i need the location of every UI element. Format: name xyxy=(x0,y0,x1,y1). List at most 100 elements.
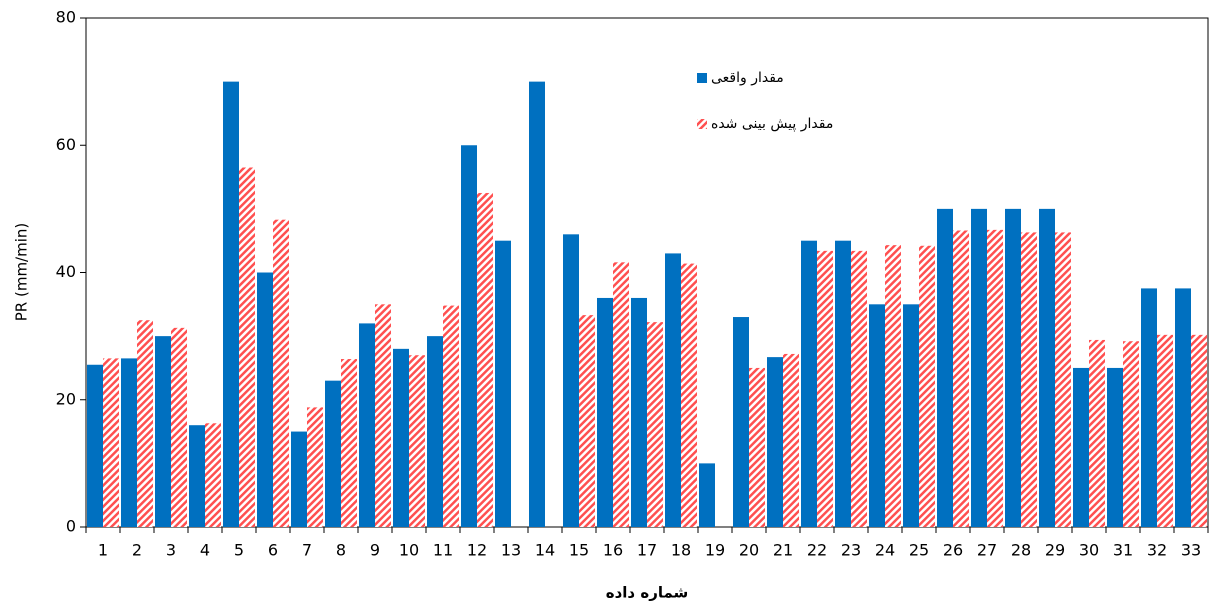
bar xyxy=(495,240,511,527)
bar xyxy=(681,263,697,527)
x-tick-label: 4 xyxy=(200,541,210,560)
x-tick-label: 2 xyxy=(132,541,142,560)
bar xyxy=(1191,334,1207,527)
legend-swatch xyxy=(697,119,707,129)
x-tick-label: 6 xyxy=(268,541,278,560)
bar xyxy=(817,250,833,527)
bar xyxy=(307,407,323,527)
x-tick-label: 29 xyxy=(1045,541,1065,560)
x-tick-label: 15 xyxy=(569,541,589,560)
x-tick-label: 10 xyxy=(399,541,419,560)
bar xyxy=(189,425,205,527)
x-tick-label: 12 xyxy=(467,541,487,560)
y-tick-label: 40 xyxy=(56,262,76,281)
bar xyxy=(393,348,409,527)
bar xyxy=(291,431,307,527)
x-tick-label: 9 xyxy=(370,541,380,560)
legend-label: مقدار پیش بینی شده xyxy=(711,116,833,132)
x-tick-label: 32 xyxy=(1147,541,1167,560)
bar xyxy=(103,358,119,527)
bar xyxy=(1089,339,1105,527)
x-tick-label: 25 xyxy=(909,541,929,560)
legend-swatch xyxy=(697,73,707,83)
bar xyxy=(87,364,103,527)
bar xyxy=(1021,232,1037,527)
bar xyxy=(1005,208,1021,527)
bar xyxy=(359,323,375,527)
bar xyxy=(1055,232,1071,527)
bar xyxy=(767,357,783,527)
y-axis-label: PR (mm/min) xyxy=(13,223,31,322)
bar xyxy=(325,380,341,527)
bar xyxy=(903,304,919,527)
x-tick-label: 11 xyxy=(433,541,453,560)
bar xyxy=(801,240,817,527)
x-tick-label: 23 xyxy=(841,541,861,560)
bar xyxy=(937,208,953,527)
x-tick-label: 22 xyxy=(807,541,827,560)
y-tick-label: 80 xyxy=(56,8,76,27)
bar xyxy=(631,297,647,527)
x-tick-label: 5 xyxy=(234,541,244,560)
bar xyxy=(953,230,969,527)
x-axis-label: شماره داده xyxy=(606,584,689,602)
bar xyxy=(563,234,579,527)
bar xyxy=(885,245,901,528)
bar xyxy=(1107,367,1123,527)
x-tick-label: 13 xyxy=(501,541,521,560)
bar xyxy=(597,297,613,527)
x-tick-label: 21 xyxy=(773,541,793,560)
bar xyxy=(851,250,867,527)
bar xyxy=(529,81,545,527)
bar xyxy=(783,353,799,527)
bar xyxy=(443,305,459,527)
x-tick-label: 30 xyxy=(1079,541,1099,560)
bar xyxy=(869,304,885,527)
bar xyxy=(205,423,221,527)
bar xyxy=(341,359,357,527)
bar xyxy=(461,145,477,527)
bar xyxy=(647,322,663,527)
bar xyxy=(699,463,715,527)
x-tick-label: 17 xyxy=(637,541,657,560)
x-tick-label: 24 xyxy=(875,541,895,560)
bar xyxy=(477,192,493,527)
x-tick-label: 16 xyxy=(603,541,623,560)
bar xyxy=(137,320,153,527)
bar xyxy=(223,81,239,527)
bar xyxy=(273,219,289,527)
x-tick-label: 1 xyxy=(98,541,108,560)
y-tick-label: 0 xyxy=(66,517,76,536)
bar xyxy=(733,317,749,527)
x-tick-label: 27 xyxy=(977,541,997,560)
bar xyxy=(971,208,987,527)
x-tick-label: 19 xyxy=(705,541,725,560)
bar xyxy=(1175,288,1191,527)
bar xyxy=(427,336,443,527)
x-tick-label: 20 xyxy=(739,541,759,560)
bar xyxy=(835,240,851,527)
bar xyxy=(665,253,681,527)
x-tick-label: 33 xyxy=(1181,541,1201,560)
bar xyxy=(257,272,273,527)
y-tick-label: 20 xyxy=(56,389,76,408)
x-tick-label: 31 xyxy=(1113,541,1133,560)
bar xyxy=(1141,288,1157,527)
x-tick-label: 7 xyxy=(302,541,312,560)
legend-label: مقدار واقعی xyxy=(711,70,784,86)
y-tick-label: 60 xyxy=(56,135,76,154)
bar xyxy=(239,167,255,528)
bar xyxy=(749,367,765,527)
x-tick-label: 28 xyxy=(1011,541,1031,560)
bar xyxy=(375,304,391,527)
bar xyxy=(613,262,629,527)
x-tick-label: 18 xyxy=(671,541,691,560)
bar xyxy=(919,245,935,527)
bar xyxy=(1039,208,1055,527)
bar xyxy=(121,358,137,527)
x-tick-label: 26 xyxy=(943,541,963,560)
bar xyxy=(579,315,595,527)
bar xyxy=(409,355,425,527)
x-tick-label: 14 xyxy=(535,541,555,560)
